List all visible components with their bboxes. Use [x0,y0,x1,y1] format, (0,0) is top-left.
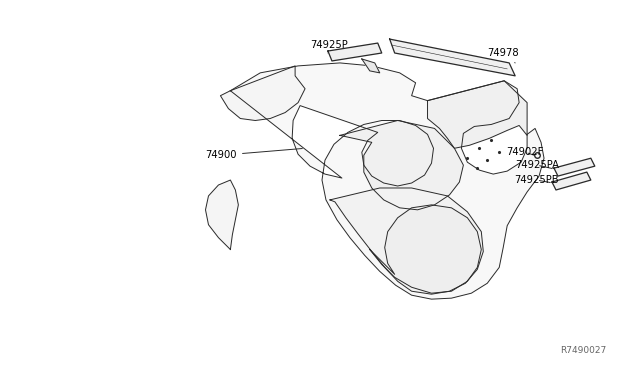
Polygon shape [370,205,481,293]
Polygon shape [328,43,381,61]
Polygon shape [340,121,463,210]
Polygon shape [554,158,595,176]
Polygon shape [428,81,527,148]
Polygon shape [552,172,591,190]
Text: 74902F: 74902F [507,147,544,157]
Text: 74900: 74900 [205,148,302,160]
Polygon shape [220,66,305,121]
Text: 74925PA: 74925PA [515,160,559,170]
Polygon shape [230,63,544,299]
Polygon shape [390,39,515,76]
Text: R7490027: R7490027 [561,346,607,355]
Polygon shape [205,180,238,250]
Text: 74978: 74978 [488,48,519,63]
Polygon shape [330,188,483,294]
Text: 74925PB: 74925PB [515,175,559,185]
Polygon shape [362,59,380,73]
Text: 74925P: 74925P [310,40,348,53]
